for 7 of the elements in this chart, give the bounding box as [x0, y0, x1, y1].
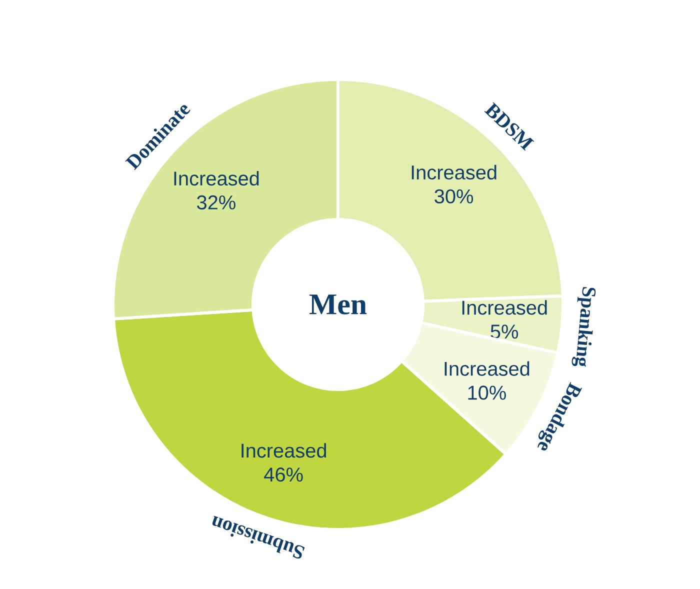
data-label: Increased 30%: [412, 164, 496, 204]
slice-label: Spanking: [572, 286, 596, 367]
data-label: Increased 32%: [174, 170, 259, 210]
data-label: Increased 5%: [462, 300, 547, 339]
data-label: Increased 10%: [444, 361, 530, 400]
text: Men: [309, 294, 367, 314]
data-label: Increased 46%: [242, 443, 326, 482]
